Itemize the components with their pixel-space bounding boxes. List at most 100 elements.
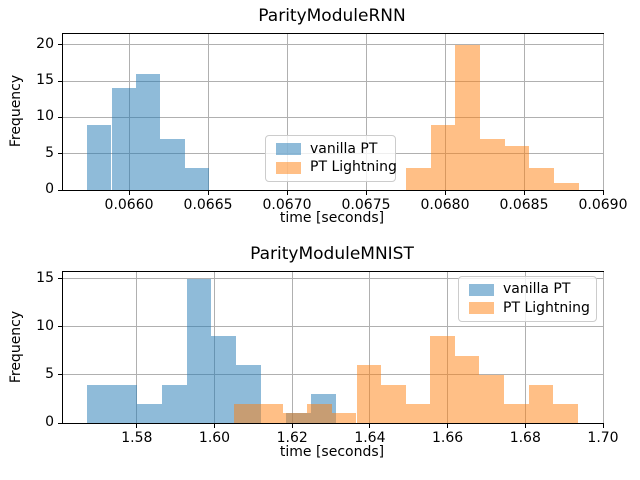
x-tick-label: 0.0675 (341, 197, 391, 213)
plot-area: 1.58 1.60 1.62 1.64 1.66 1.68 1.70 0 5 10 15 (36, 270, 618, 446)
histogram-bar (87, 384, 112, 423)
legend-label: PT Lightning (310, 159, 397, 176)
histogram-bar (136, 403, 162, 423)
x-tick-label: 1.60 (198, 430, 231, 446)
legend-label: vanilla PT (310, 140, 378, 157)
histogram-bar (553, 182, 579, 190)
y-tick-label: 15 (36, 72, 54, 89)
histogram-bar (211, 336, 237, 423)
x-tick-mark (369, 424, 371, 428)
x-tick-mark (136, 424, 138, 428)
legend-item-pt-lightning: PT Lightning (276, 159, 397, 176)
y-tick-label: 20 (36, 35, 54, 52)
histogram-bar (479, 139, 505, 190)
gridline-vertical (444, 34, 446, 190)
legend-item-pt-lightning: PT Lightning (469, 300, 590, 317)
x-tick-label: 0.0670 (262, 197, 312, 213)
legend: vanilla PT PT Lightning (265, 135, 397, 182)
x-tick-mark (291, 424, 293, 428)
gridline-vertical (207, 34, 209, 190)
histogram-bar (504, 403, 529, 423)
x-tick-mark (365, 191, 367, 195)
gridline-horizontal (63, 326, 603, 328)
gridline-vertical (602, 272, 604, 423)
histogram-bar (529, 168, 554, 190)
histogram-bar (87, 124, 112, 190)
x-tick-label: 0.0660 (104, 197, 154, 213)
gridline-horizontal (63, 44, 603, 46)
gridline-horizontal (63, 80, 603, 82)
histogram-bar (381, 384, 406, 423)
histogram-bar (111, 88, 136, 190)
legend-item-vanilla-pt: vanilla PT (469, 281, 586, 298)
legend-swatch-pt-lightning (469, 302, 494, 315)
y-tick-mark (58, 116, 62, 118)
gridline-vertical (286, 34, 288, 190)
x-axis-label: time [seconds] (279, 444, 385, 460)
histogram-bar (454, 355, 480, 423)
histogram-bar (184, 168, 210, 190)
legend-swatch-vanilla-pt (469, 283, 494, 296)
legend-label: PT Lightning (503, 299, 590, 316)
gridline-horizontal (63, 278, 603, 280)
x-tick-label: 0.0665 (183, 197, 233, 213)
x-tick-mark (286, 191, 288, 195)
x-tick-label: 1.68 (509, 430, 541, 446)
x-tick-mark (444, 191, 446, 195)
y-tick-mark (58, 422, 62, 424)
y-tick-mark (58, 278, 62, 280)
histogram-bar (161, 384, 187, 423)
histogram-bar (479, 374, 505, 423)
histogram-bar (430, 336, 455, 423)
histogram-bar (282, 413, 308, 423)
histogram-bar (331, 413, 357, 423)
x-tick-mark (447, 424, 449, 428)
histogram-bar (160, 139, 185, 190)
x-tick-label: 0.0690 (578, 197, 628, 213)
gridline-vertical (136, 272, 138, 423)
histogram-bar (307, 403, 332, 423)
gridline-horizontal (63, 374, 603, 376)
histogram-bar (233, 403, 259, 423)
y-tick-mark (58, 80, 62, 82)
legend-swatch-pt-lightning (276, 161, 301, 174)
x-tick-label: 0.0680 (420, 197, 470, 213)
y-tick-label: 5 (45, 365, 54, 382)
y-tick-mark (58, 326, 62, 328)
gridline-vertical (524, 272, 526, 423)
x-tick-label: 0.0685 (499, 197, 549, 213)
y-tick-label: 10 (36, 317, 54, 334)
histogram-bar (405, 403, 431, 423)
histogram-bar (553, 403, 578, 423)
legend-label: vanilla PT (503, 281, 571, 298)
y-tick-label: 15 (36, 269, 54, 286)
x-tick-mark (524, 424, 526, 428)
gridline-vertical (602, 34, 604, 190)
x-tick-mark (214, 424, 215, 428)
y-tick-mark (58, 189, 62, 191)
histogram-bar (455, 44, 480, 190)
chart-title: ParityModuleRNN (258, 6, 406, 26)
x-tick-mark (523, 191, 525, 195)
histogram-bar (135, 73, 161, 190)
y-tick-mark (58, 153, 62, 155)
histogram-bar (258, 403, 283, 423)
x-tick-mark (207, 191, 209, 195)
gridline-vertical (291, 272, 293, 423)
x-tick-label: 1.62 (276, 430, 308, 446)
y-tick-label: 0 (45, 181, 54, 197)
x-tick-label: 1.70 (587, 430, 619, 446)
histogram-bar (186, 278, 212, 423)
x-tick-mark (602, 191, 604, 195)
gridline-vertical (369, 272, 371, 423)
x-tick-label: 1.66 (432, 430, 464, 446)
gridline-horizontal (63, 116, 603, 118)
y-tick-label: 5 (45, 144, 54, 161)
gridline-vertical (523, 34, 525, 190)
chart-title: ParityModuleMNIST (250, 244, 414, 264)
y-tick-mark (58, 374, 62, 376)
histogram-bar (111, 384, 137, 423)
x-axis-label: time [seconds] (279, 210, 385, 226)
y-tick-label: 10 (36, 108, 54, 125)
